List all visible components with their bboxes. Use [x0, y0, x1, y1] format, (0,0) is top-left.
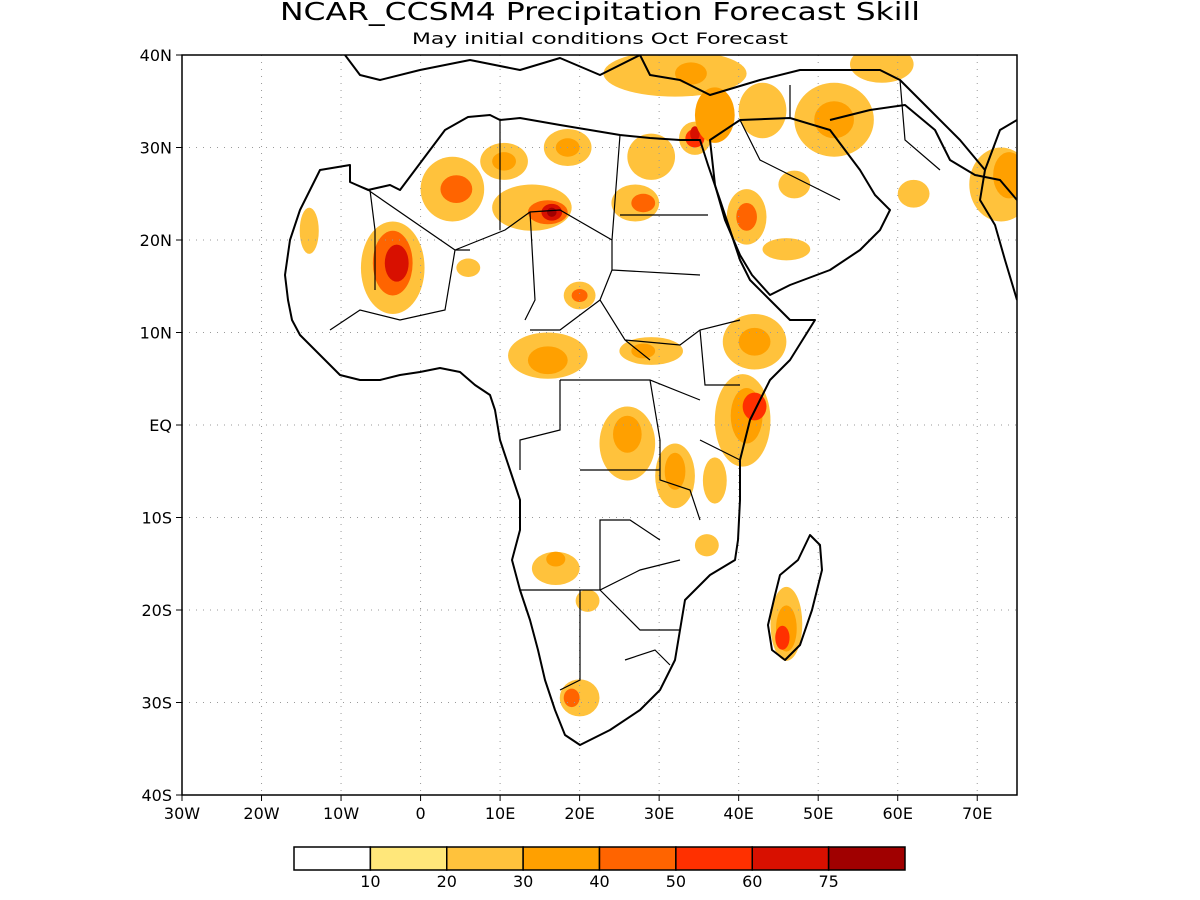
- mediterranean-north-coast: [344, 55, 641, 81]
- x-tick-label: 0: [415, 804, 425, 823]
- skill-patch-tanzania-east-50: [702, 457, 727, 504]
- x-tick-label: 30W: [164, 804, 200, 823]
- country-borders: [329, 79, 941, 691]
- eurasia-coastline: [639, 55, 1017, 171]
- x-tick-label: 50E: [803, 804, 833, 823]
- colorbar-swatch: [751, 846, 830, 871]
- colorbar-label: 40: [589, 872, 609, 891]
- skill-patch-tanzania-49: [664, 452, 686, 490]
- x-tick-label: 20E: [564, 804, 594, 823]
- skill-patch-egypt-west-15: [631, 193, 656, 213]
- skill-patch-mali-core-3: [384, 244, 409, 282]
- colorbar-label: 30: [513, 872, 533, 891]
- skill-patch-angola-53: [546, 551, 566, 567]
- map-axes: 30W 20W 10W 0 10E 20E 30E 40E 50E 60E 70E 40N 30N 20N…: [140, 46, 993, 823]
- colorbar-swatch: [293, 846, 372, 871]
- figure-subtitle: May initial conditions Oct Forecast: [412, 29, 788, 48]
- y-tick-label: 30S: [141, 694, 172, 713]
- colorbar-swatch: [522, 846, 601, 871]
- colorbar-label: 75: [818, 872, 838, 891]
- colorbar-swatch: [369, 846, 448, 871]
- arabia-coastline: [709, 117, 891, 296]
- skill-patch-iran-north-26: [850, 55, 914, 83]
- y-tick-label: 40N: [140, 46, 172, 65]
- x-tick-label: 30E: [644, 804, 674, 823]
- border-layer: [329, 79, 941, 691]
- skill-patch-madagascar-57: [775, 625, 790, 650]
- africa-coastline: [284, 114, 816, 746]
- colorbar-swatch: [446, 846, 524, 871]
- colorbar-label: 10: [360, 872, 380, 891]
- skill-patch-drc-east-47: [613, 415, 642, 453]
- skill-patch-central-africa-38: [527, 346, 568, 375]
- skill-patch-west-sahara-0: [299, 207, 319, 254]
- colorbar-swatch: [598, 846, 677, 871]
- colorbar: 10 20 30 40 50 60 75: [293, 846, 906, 891]
- coastline-layer: [284, 55, 1017, 746]
- colorbar-swatch: [675, 846, 753, 871]
- colorbar-label: 60: [742, 872, 762, 891]
- y-tick-label: 30N: [140, 139, 172, 158]
- skill-patch-egypt-north-16: [627, 133, 676, 180]
- y-tick-label: 20S: [141, 601, 172, 620]
- madagascar-coastline: [767, 534, 823, 661]
- colorbar-label: 50: [666, 872, 686, 891]
- skill-patch-mozambique-51: [694, 534, 719, 557]
- skill-patch-iraq-23: [738, 82, 787, 139]
- map-background: [182, 55, 1017, 795]
- x-tick-label: 70E: [962, 804, 992, 823]
- skill-patch-turkey-21: [675, 62, 707, 85]
- x-tick-label: 10W: [323, 804, 359, 823]
- x-tick-label: 40E: [723, 804, 753, 823]
- skill-patch-levant-22: [694, 87, 735, 143]
- x-tick-label: 60E: [882, 804, 912, 823]
- skill-shading-layer: [299, 55, 1017, 717]
- skill-patch-arabia-east-29: [778, 170, 811, 199]
- skill-patch-kenya-45: [742, 392, 767, 421]
- india-coastline: [979, 169, 1017, 301]
- skill-patch-sinai-19: [690, 126, 700, 142]
- skill-patch-south-sudan-40: [631, 343, 656, 359]
- skill-patch-pakistan-32: [993, 152, 1017, 199]
- skill-patch-turkey-20: [603, 55, 747, 97]
- skill-patch-saudi-28: [736, 203, 757, 231]
- skill-patch-algeria-5: [440, 175, 473, 203]
- y-tick-label: 40S: [141, 786, 172, 805]
- y-tick-label: 10S: [141, 509, 172, 528]
- figure-title: NCAR_CCSM4 Precipitation Forecast Skill: [280, 0, 920, 26]
- map-frame: [181, 54, 1018, 796]
- skill-patch-yemen-30: [762, 238, 811, 261]
- colorbar-swatch: [827, 846, 906, 871]
- skill-patch-ethiopia-42: [738, 327, 771, 356]
- skill-patch-namibia-54: [575, 589, 600, 612]
- skill-patch-chad-36: [571, 289, 588, 302]
- x-tick-label: 10E: [485, 804, 515, 823]
- colorbar-label: 20: [437, 872, 457, 891]
- iran-coastline: [829, 104, 1017, 201]
- skill-patch-south-africa-59: [563, 688, 580, 708]
- y-tick-label: EQ: [149, 416, 172, 435]
- skill-patch-libya-south-13: [547, 207, 557, 217]
- skill-patch-angola-52: [531, 551, 580, 586]
- skill-patch-iran-south-33: [897, 179, 930, 208]
- skill-patch-niger-34: [456, 258, 481, 277]
- skill-patch-libya-west-7: [492, 152, 516, 171]
- y-tick-label: 10N: [140, 324, 172, 343]
- x-tick-label: 20W: [243, 804, 279, 823]
- y-tick-label: 20N: [140, 231, 172, 250]
